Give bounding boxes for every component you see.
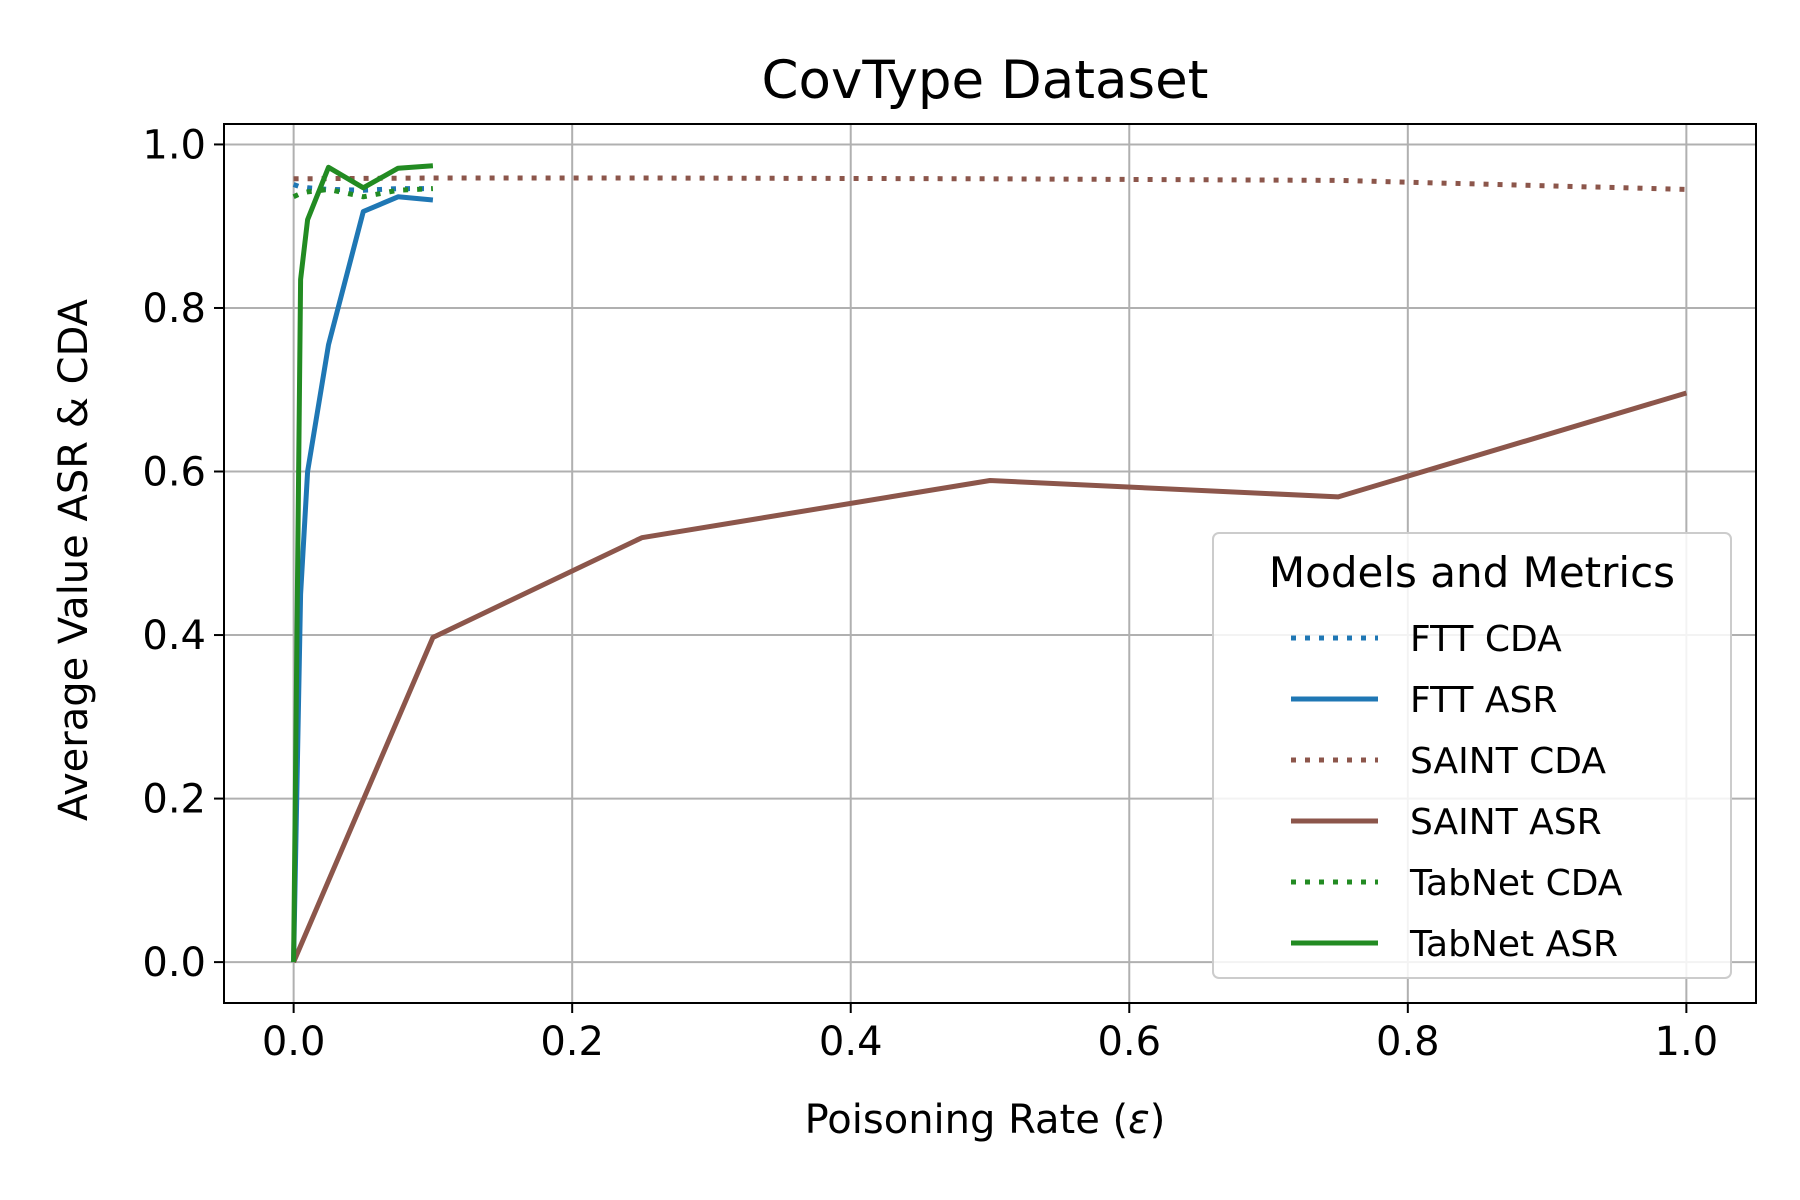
- x-tick-label: 0.0: [262, 1019, 326, 1065]
- legend-label-saint-asr: SAINT ASR: [1410, 802, 1602, 843]
- x-axis-label: Poisoning Rate (ε): [805, 1097, 1166, 1143]
- x-tick-label: 0.6: [1097, 1019, 1161, 1065]
- y-tick-label: 0.4: [142, 613, 206, 659]
- x-tick-label: 0.2: [540, 1019, 604, 1065]
- legend-label-ftt-asr: FTT ASR: [1410, 680, 1557, 721]
- plot-lines: [291, 163, 1688, 964]
- y-tick-label: 0.2: [142, 777, 206, 823]
- legend-items: FTT CDA FTT ASR SAINT CDA SAINT ASR TabNet C…: [1291, 619, 1623, 965]
- x-tick-label: 0.8: [1376, 1019, 1440, 1065]
- series-line-ftt-asr: [291, 194, 434, 963]
- y-axis-ticks: 0.0 0.2 0.4 0.6 0.8 1.0: [142, 122, 224, 986]
- legend: Models and Metrics FTT CDA FTT ASR SAINT C…: [1212, 532, 1732, 979]
- x-tick-label: 1.0: [1655, 1019, 1719, 1065]
- legend-box: [1212, 532, 1732, 979]
- chart-title: CovType Dataset: [762, 50, 1209, 111]
- series-line-tabnet-asr: [291, 163, 434, 963]
- y-tick-label: 0.0: [142, 940, 206, 986]
- y-axis-label: Average Value ASR & CDA: [51, 298, 97, 821]
- legend-label-ftt-cda: FTT CDA: [1410, 619, 1562, 660]
- legend-label-tabnet-cda: TabNet CDA: [1409, 863, 1623, 904]
- plot-frame: [223, 123, 1757, 1004]
- y-tick-label: 1.0: [142, 122, 206, 168]
- series-line-saint-asr: [291, 390, 1688, 964]
- x-axis-ticks: 0.0 0.2 0.4 0.6 0.8 1.0: [262, 1003, 1718, 1065]
- y-tick-label: 0.6: [142, 450, 206, 496]
- x-tick-label: 0.4: [819, 1019, 883, 1065]
- series-line-saint-cda: [293, 175, 1687, 192]
- y-tick-label: 0.8: [142, 286, 206, 332]
- legend-title: Models and Metrics: [1269, 548, 1675, 597]
- legend-label-tabnet-asr: TabNet ASR: [1409, 924, 1618, 965]
- legend-label-saint-cda: SAINT CDA: [1410, 741, 1606, 782]
